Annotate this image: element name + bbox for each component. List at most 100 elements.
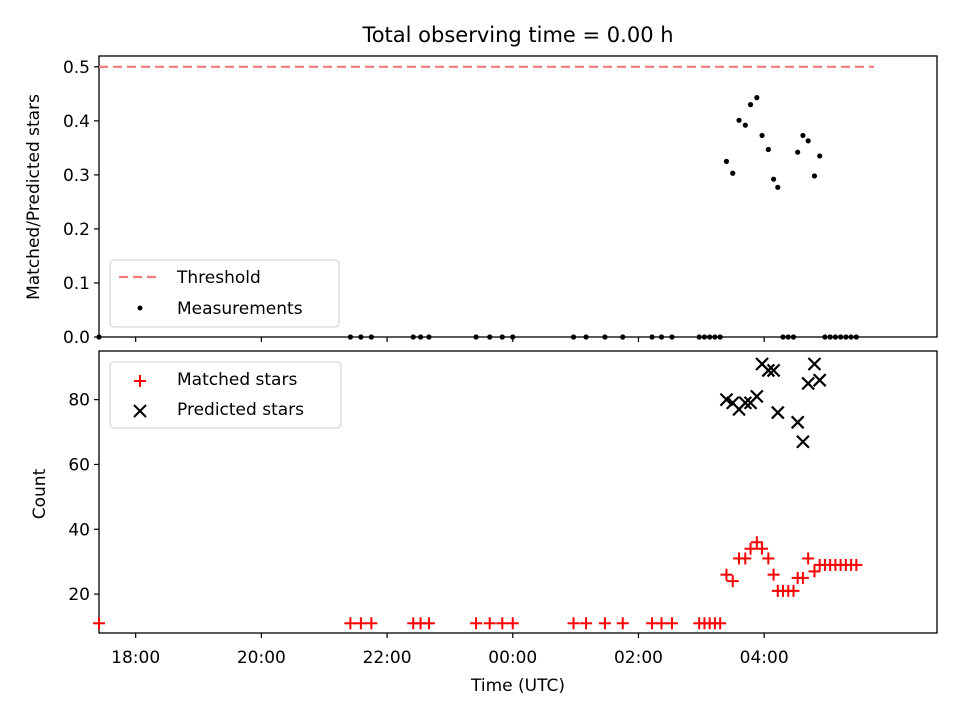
measurement-point (696, 334, 702, 340)
measurement-point (717, 334, 723, 340)
legend-measurements-swatch (137, 305, 143, 311)
x-tick-label: 22:00 (363, 648, 412, 668)
predicted-star-point (771, 405, 785, 420)
predicted-star-point (738, 396, 753, 410)
matched-star-point (470, 617, 483, 630)
matched-star-point (483, 617, 496, 630)
measurement-point (770, 176, 777, 182)
measurement-point (805, 138, 811, 144)
bottom-y-tick-label: 40 (68, 520, 90, 540)
measurement-point (822, 334, 828, 340)
bottom-y-ticks: 20 40 60 80 (68, 391, 99, 605)
measurement-point (417, 334, 424, 340)
legend-predicted-label: Predicted stars (177, 400, 304, 420)
chart-title: Total observing time = 0.00 h (361, 23, 673, 47)
measurement-point (658, 334, 665, 340)
measurement-point (426, 334, 432, 340)
matched-star-point (744, 542, 757, 555)
matched-star-point (808, 565, 821, 578)
top-y-tick-label: 0.3 (63, 166, 90, 186)
measurement-point (347, 334, 353, 340)
legend-matched-label: Matched stars (177, 370, 297, 390)
matched-star-point (344, 617, 357, 630)
measurement-point (620, 334, 626, 340)
measurement-point (669, 334, 675, 340)
matched-star-point (567, 617, 580, 630)
matched-star-point (580, 617, 593, 630)
predicted-star-point (796, 434, 810, 449)
matched-star-point (762, 552, 775, 565)
matched-star-point (802, 552, 815, 565)
bottom-y-tick-label: 20 (68, 585, 90, 605)
matched-star-point (787, 584, 800, 597)
measurement-point (96, 334, 102, 340)
measurement-point (780, 334, 786, 340)
measurement-point (368, 334, 374, 340)
top-legend: Threshold Measurements (109, 259, 340, 328)
matched-star-point (93, 617, 105, 630)
legend-measurements-label: Measurements (177, 299, 303, 319)
top-y-tick-label: 0.1 (63, 274, 90, 294)
measurement-point (790, 334, 797, 340)
legend-predicted-swatch (133, 404, 147, 418)
measurement-point (499, 334, 505, 340)
matched-star-point (739, 552, 752, 565)
measurement-point (765, 146, 771, 153)
bottom-series (93, 357, 863, 630)
x-tick-label: 00:00 (488, 648, 537, 668)
top-y-tick-label: 0.5 (63, 58, 90, 78)
measurement-point (723, 158, 730, 164)
bottom-y-axis-label: Count (30, 468, 50, 519)
matched-star-point (422, 617, 435, 630)
predicted-star-point (812, 373, 827, 387)
matched-star-point (496, 617, 509, 630)
predicted-star-point (790, 415, 805, 430)
bottom-x-ticks: 18:00 20:00 22:00 00:00 02:00 04:00 (111, 633, 789, 668)
matched-star-point (756, 542, 769, 555)
legend-threshold-label: Threshold (176, 268, 261, 288)
predicted-star-point (801, 376, 815, 391)
measurement-point (832, 334, 838, 340)
measurement-point (473, 334, 479, 340)
predicted-star-point (750, 389, 764, 404)
measurement-point (827, 334, 833, 340)
matched-star-point (796, 571, 809, 584)
measurement-point (707, 334, 713, 340)
measurement-point (775, 184, 781, 190)
top-plot-frame (98, 55, 938, 338)
measurement-point (742, 122, 748, 128)
measurement-point (583, 334, 589, 340)
measurement-point (649, 334, 655, 340)
measurement-point (712, 334, 718, 340)
measurement-point (795, 149, 801, 155)
matched-star-point (598, 617, 611, 630)
top-x-ticks (135, 337, 765, 342)
top-y-ticks: 0.0 0.1 0.2 0.3 0.4 0.5 (63, 58, 99, 348)
top-y-tick-label: 0.0 (63, 328, 90, 348)
predicted-star-point (761, 363, 776, 378)
top-series (96, 65, 875, 340)
matched-star-point (506, 617, 519, 630)
measurement-point (759, 132, 765, 139)
measurement-point (811, 173, 818, 179)
measurement-point (510, 334, 516, 340)
x-tick-label: 04:00 (740, 648, 789, 668)
measurement-point (785, 334, 791, 340)
x-tick-label: 02:00 (614, 648, 663, 668)
measurement-point (602, 334, 608, 340)
bottom-y-tick-label: 80 (68, 391, 90, 411)
bottom-plot-frame (98, 350, 938, 634)
matched-star-point (726, 575, 739, 588)
measurement-point (800, 132, 806, 139)
measurement-point (730, 170, 736, 176)
measurement-point (410, 334, 416, 340)
bottom-y-tick-label: 60 (68, 455, 90, 475)
matched-star-point (850, 558, 863, 571)
top-y-tick-label: 0.2 (63, 220, 90, 240)
measurement-point (747, 102, 754, 108)
matched-star-point (616, 617, 629, 630)
matched-star-point (720, 568, 733, 581)
measurement-point (487, 334, 493, 340)
measurement-point (843, 334, 849, 340)
